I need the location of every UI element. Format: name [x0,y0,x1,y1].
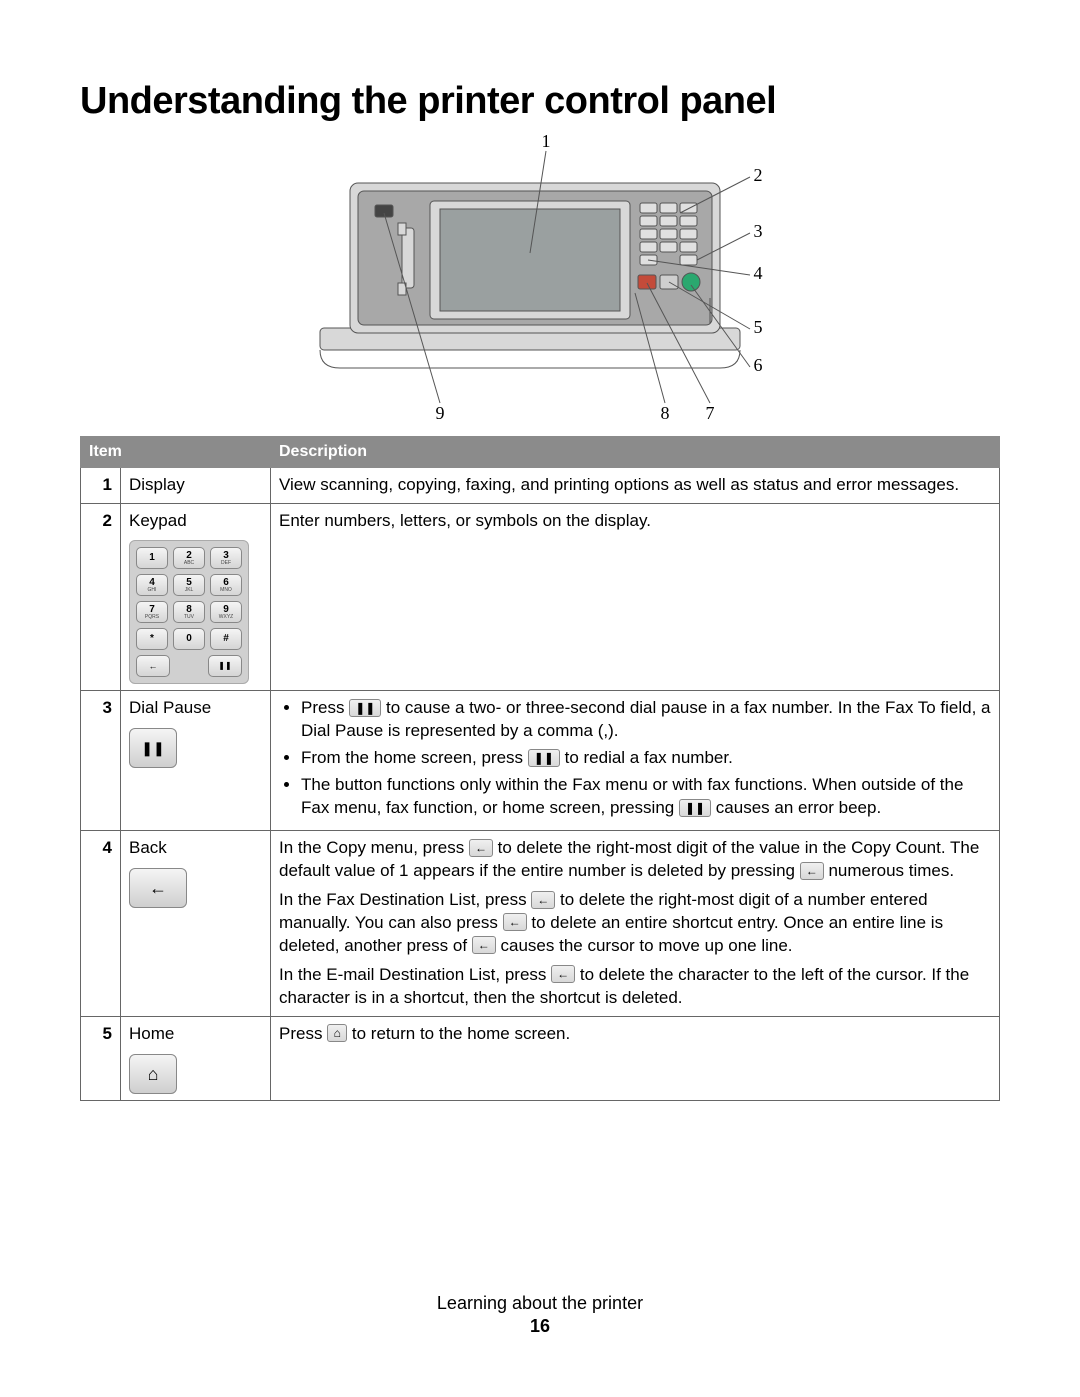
row-item: Display [121,467,271,503]
item-label: Home [129,1023,262,1046]
svg-text:8: 8 [661,403,670,423]
item-button-illustration: ⌂ [129,1054,177,1094]
keypad-key: 0 [173,628,205,650]
svg-text:9: 9 [436,403,445,423]
svg-text:3: 3 [754,221,763,241]
keypad-key: 7PQRS [136,601,168,623]
row-number: 4 [81,831,121,1017]
page-number: 16 [0,1316,1080,1337]
table-row: 4Back←In the Copy menu, press ← to delet… [81,831,1000,1017]
keypad-key: 9WXYZ [210,601,242,623]
item-label: Dial Pause [129,697,262,720]
page-title: Understanding the printer control panel [80,80,1000,123]
keypad-key: * [136,628,168,650]
row-item: Keypad 12ABC3DEF 4GHI5JKL6MNO 7PQRS8TUV9WXY… [121,503,271,691]
keypad-illustration: 12ABC3DEF 4GHI5JKL6MNO 7PQRS8TUV9WXYZ *0# ← ❚… [129,540,249,684]
row-description: Press ❚❚ to cause a two- or three-second… [271,691,1000,831]
row-number: 2 [81,503,121,691]
document-page: Understanding the printer control panel … [0,0,1080,1397]
keypad-key: 1 [136,547,168,569]
keypad-key: 6MNO [210,574,242,596]
back-arrow-icon: ← [531,891,555,909]
table-row: 3Dial Pause❚❚Press ❚❚ to cause a two- or… [81,691,1000,831]
back-arrow-icon: ← [503,913,527,931]
row-description: Press ⌂ to return to the home screen. [271,1016,1000,1100]
row-item: Back ← [121,831,271,1017]
page-footer: Learning about the printer 16 [0,1293,1080,1337]
keypad-back-key: ← [136,655,170,677]
table-row: 5Home⌂Press ⌂ to return to the home scre… [81,1016,1000,1100]
keypad-key: 3DEF [210,547,242,569]
row-number: 1 [81,467,121,503]
pause-icon: ❚❚ [679,799,711,817]
item-label: Back [129,837,262,860]
row-item: Dial Pause ❚❚ [121,691,271,831]
row-description: View scanning, copying, faxing, and prin… [271,467,1000,503]
item-label: Display [129,474,262,497]
item-button-illustration: ← [129,868,187,908]
row-description: Enter numbers, letters, or symbols on th… [271,503,1000,691]
item-label: Keypad [129,510,262,533]
keypad-key: 4GHI [136,574,168,596]
keypad-pause-key: ❚❚ [208,655,242,677]
row-number: 3 [81,691,121,831]
row-description: In the Copy menu, press ← to delete the … [271,831,1000,1017]
keypad-key: # [210,628,242,650]
table-row: 2 Keypad 12ABC3DEF 4GHI5JKL6MNO 7PQRS8TUV9WX… [81,503,1000,691]
keypad-key: 2ABC [173,547,205,569]
home-icon: ⌂ [327,1024,347,1042]
svg-text:7: 7 [706,403,715,423]
table-header-description: Description [271,437,1000,468]
table-header-item: Item [81,437,271,468]
item-button-illustration: ❚❚ [129,728,177,768]
back-arrow-icon: ← [800,862,824,880]
control-panel-table: Item Description 1 Display View scanning, … [80,436,1000,1101]
svg-text:2: 2 [754,165,763,185]
row-number: 5 [81,1016,121,1100]
svg-text:4: 4 [754,263,763,283]
back-arrow-icon: ← [472,936,496,954]
control-panel-diagram: 1 2 3 4 5 6 7 8 9 [80,133,1000,428]
back-arrow-icon: ← [469,839,493,857]
svg-text:1: 1 [542,133,551,151]
back-arrow-icon: ← [551,965,575,983]
footer-section-title: Learning about the printer [0,1293,1080,1314]
svg-text:5: 5 [754,317,763,337]
pause-icon: ❚❚ [528,749,560,767]
svg-text:6: 6 [754,355,763,375]
row-item: Home ⌂ [121,1016,271,1100]
keypad-key: 5JKL [173,574,205,596]
pause-icon: ❚❚ [349,699,381,717]
table-row: 1 Display View scanning, copying, faxing, … [81,467,1000,503]
keypad-key: 8TUV [173,601,205,623]
